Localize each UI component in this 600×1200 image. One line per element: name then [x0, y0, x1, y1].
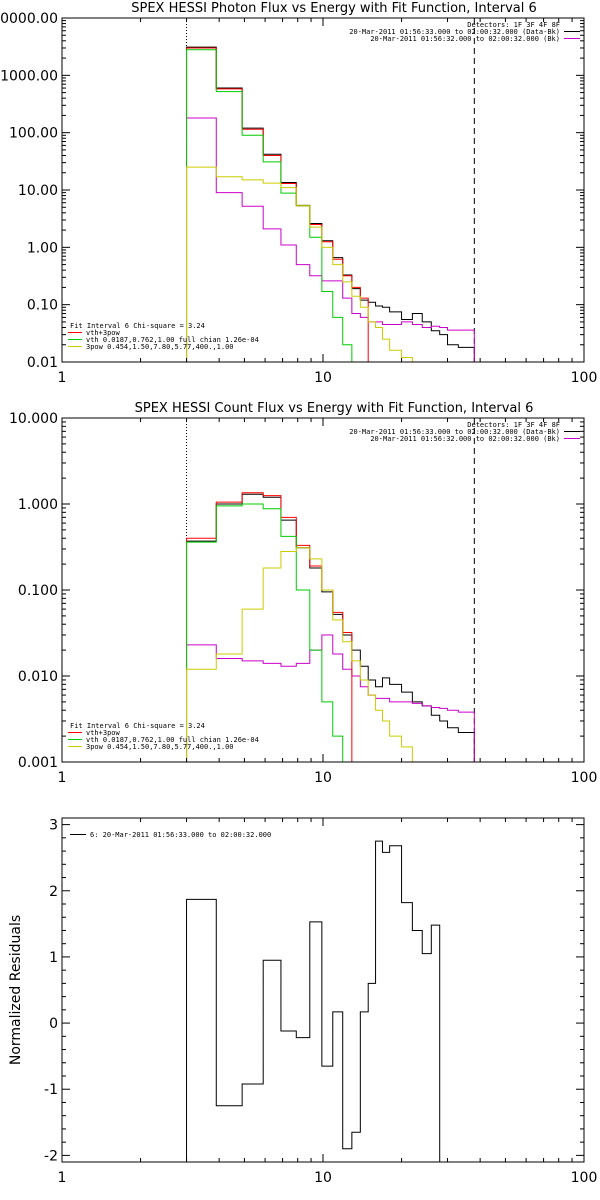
fit-legend: Fit Interval 6 Chi-square = 3.24vth+3pow… — [68, 322, 259, 351]
x-axis-ticks: 1 10 100 — [58, 818, 598, 1186]
series-0-step-line — [186, 493, 475, 762]
series-1-step-line — [186, 634, 475, 762]
legend-line: vth+3pow — [86, 729, 121, 737]
series-3-step-line — [186, 503, 352, 763]
header-legend: 6: 20-Mar-2011 01:56:33.000 to 02:00:32.… — [70, 831, 271, 839]
x-tick-label: 1 — [58, 1170, 67, 1186]
x-tick-label: 10 — [314, 370, 332, 386]
y-tick-label: 10.00 — [18, 183, 58, 199]
series-4-step-line — [186, 547, 423, 763]
x-axis-ticks: 1 10 100 — [58, 418, 598, 786]
x-tick-label: 10 — [314, 770, 332, 786]
y-axis-ticks: 0.01 0.10 1.00 10.00 100.00 1000.00 10000.00 — [0, 11, 584, 371]
y-tick-label: 1.000 — [18, 497, 58, 513]
y-axis-ticks: -2 -1 0 1 2 3 — [44, 818, 584, 1164]
y-tick-label: 1 — [49, 950, 58, 966]
series-2-step-line — [186, 492, 353, 762]
legend-line: 3pow 0.454,1.50,7.80,5.77,400.,1.00 — [86, 343, 234, 351]
y-tick-label: 1.00 — [27, 240, 58, 256]
series-0-step-line — [186, 46, 475, 362]
x-tick-label: 1 — [58, 770, 67, 786]
x-axis-ticks: 1 10 100 — [58, 18, 598, 386]
header-line: 20-Mar-2011 01:56:33.000 to 02:00:32.000… — [349, 428, 560, 436]
header-line: 20-Mar-2011 01:56:32.000 to 02:00:32.000… — [370, 435, 560, 443]
legend-line: vth 0.0187,0.762,1.00 full chian 1.26e-0… — [86, 736, 259, 744]
y-tick-label: -2 — [44, 1148, 58, 1164]
x-tick-label: 10 — [314, 1170, 332, 1186]
photon-plot-marks — [186, 18, 475, 363]
y-tick-label: 1000.00 — [0, 68, 58, 84]
header-line: 20-Mar-2011 01:56:33.000 to 02:00:32.000… — [349, 28, 560, 36]
legend-line: Fit Interval 6 Chi-square = 3.24 — [70, 322, 205, 330]
x-tick-label: 1 — [58, 370, 67, 386]
y-axis-label: Normalized Residuals — [8, 915, 24, 1065]
y-tick-label: 0 — [49, 1016, 58, 1032]
y-axis-ticks: 0.001 0.010 0.100 1.000 10.000 — [9, 411, 584, 771]
y-tick-label: 0.01 — [27, 355, 58, 371]
y-tick-label: -1 — [44, 1082, 58, 1098]
header-line: 20-Mar-2011 01:56:32.000 to 02:00:32.000… — [370, 35, 560, 43]
legend-line: vth 0.0187,0.762,1.00 full chian 1.26e-0… — [86, 336, 259, 344]
header-line: Detectors: 1F 3F 4F 8F — [467, 21, 560, 29]
count-flux-panel: SPEX HESSI Count Flux vs Energy with Fit… — [9, 401, 597, 786]
series-4-step-line — [186, 166, 423, 363]
residuals-panel: -2 -1 0 1 2 3 1 10 100 6: 20-Mar-2011 01:56:33.… — [8, 817, 598, 1186]
y-tick-label: 2 — [49, 884, 58, 900]
chart-title: SPEX HESSI Count Flux vs Energy with Fit… — [135, 401, 534, 416]
y-tick-label: 0.10 — [27, 298, 58, 314]
header-line: 6: 20-Mar-2011 01:56:33.000 to 02:00:32.… — [90, 831, 271, 839]
series-1-step-line — [186, 117, 475, 362]
y-tick-label: 0.001 — [18, 755, 58, 771]
legend-line: Fit Interval 6 Chi-square = 3.24 — [70, 722, 205, 730]
series-0-step-line — [186, 840, 441, 1162]
x-tick-label: 100 — [571, 1170, 598, 1186]
legend-line: 3pow 0.454,1.50,7.80,5.77,400.,1.00 — [86, 743, 234, 751]
y-tick-label: 10000.00 — [0, 11, 58, 27]
photon-flux-panel: SPEX HESSI Photon Flux vs Energy with Fi… — [0, 1, 597, 386]
y-tick-label: 0.010 — [18, 669, 58, 685]
legend-line: vth+3pow — [86, 329, 121, 337]
y-tick-label: 10.000 — [9, 411, 58, 427]
x-tick-label: 100 — [571, 370, 598, 386]
fit-legend: Fit Interval 6 Chi-square = 3.24vth+3pow… — [68, 722, 259, 751]
x-tick-label: 100 — [571, 770, 598, 786]
y-tick-label: 3 — [49, 818, 58, 834]
chart-title: SPEX HESSI Photon Flux vs Energy with Fi… — [131, 1, 537, 16]
residuals-plot-marks — [186, 840, 441, 1162]
y-tick-label: 100.00 — [9, 126, 58, 142]
header-line: Detectors: 1F 3F 4F 8F — [467, 421, 560, 429]
y-tick-label: 0.100 — [18, 583, 58, 599]
count-plot-marks — [186, 418, 475, 763]
